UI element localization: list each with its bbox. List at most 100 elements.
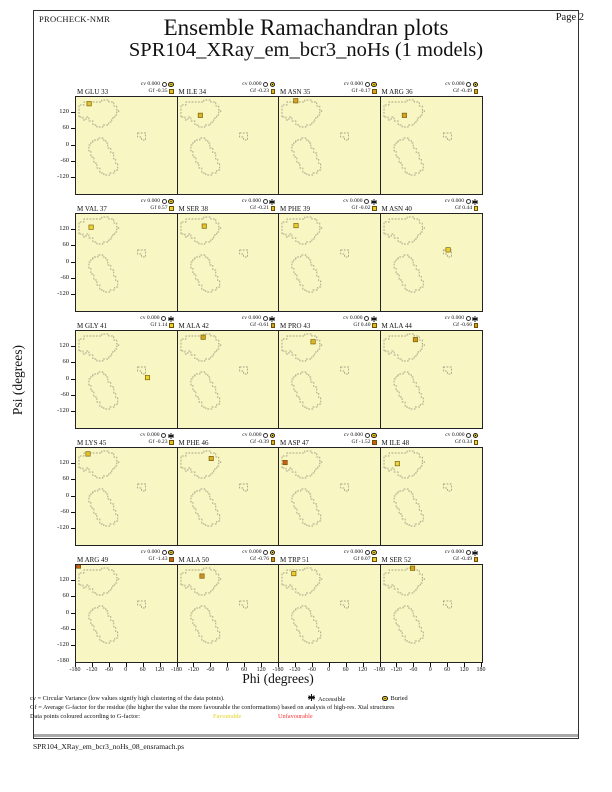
allowed-region-outline bbox=[137, 483, 147, 492]
x-tick-label: -60 bbox=[307, 667, 316, 673]
residue-label: M ASN 35 bbox=[280, 88, 311, 96]
y-tick-label: 0 bbox=[65, 491, 69, 499]
plot-stats: cv 0.000 Gf 0.34 bbox=[445, 432, 478, 446]
y-tick-label: 120 bbox=[59, 108, 69, 116]
allowed-region-outline bbox=[291, 605, 322, 644]
buried-icon bbox=[371, 432, 377, 439]
y-tick-mark bbox=[71, 362, 75, 364]
y-tick-label: -180 bbox=[57, 657, 69, 664]
gf-value: Gf -0.35 bbox=[148, 88, 168, 94]
x-tick-mark bbox=[311, 663, 313, 667]
x-tick-label: -60 bbox=[206, 667, 215, 673]
ps-filename: SPR104_XRay_em_bcr3_noHs_08_ensramach.ps bbox=[33, 742, 185, 751]
accessible-icon bbox=[269, 198, 275, 205]
allowed-region-outline bbox=[340, 483, 350, 492]
x-tick-mark bbox=[481, 663, 482, 667]
point-color-swatch bbox=[270, 557, 275, 562]
model-circle-icon bbox=[161, 82, 167, 87]
plot-stats: cv 0.000 Gf 0.44 bbox=[445, 198, 478, 212]
allowed-region-outline bbox=[281, 450, 323, 479]
y-tick-mark bbox=[71, 527, 75, 529]
plot-header-cell: M ALA 44 cv 0.000 Gf -0.66 bbox=[380, 315, 482, 330]
point-color-swatch bbox=[372, 557, 377, 562]
x-tick-label: 0 bbox=[225, 667, 229, 673]
data-point bbox=[401, 112, 407, 118]
page-subtitle: SPR104_XRay_em_bcr3_noHs (1 models) bbox=[128, 39, 484, 61]
point-color-swatch bbox=[372, 206, 377, 211]
cv-value: cv 0.000 bbox=[241, 198, 261, 204]
allowed-region-outline bbox=[137, 132, 147, 141]
residue-label: M ASP 47 bbox=[280, 439, 309, 447]
allowed-region-outline bbox=[281, 567, 323, 596]
allowed-region-outline bbox=[137, 600, 147, 609]
plot-row bbox=[75, 564, 483, 663]
plot-header-cell: M LYS 45 cv 0.000 Gf -0.23 bbox=[75, 432, 177, 447]
data-point bbox=[445, 247, 451, 253]
model-circle-icon bbox=[262, 316, 268, 321]
y-tick-mark bbox=[71, 628, 75, 630]
plot-stats: cv 0.000 Gf -0.21 bbox=[242, 198, 275, 212]
y-tick-label: -120 bbox=[57, 406, 69, 414]
plot-header-cell: M GLU 33 cv 0.000 Gf -0.35 bbox=[75, 81, 177, 96]
model-circle-icon bbox=[364, 550, 370, 555]
ramachandran-plot bbox=[381, 565, 483, 662]
y-tick-mark bbox=[71, 612, 75, 614]
residue-label: M ALA 44 bbox=[381, 322, 412, 330]
plot-stats: cv 0.000 Gf -0.49 bbox=[445, 549, 478, 563]
x-tick-label: 180 bbox=[476, 667, 486, 673]
residue-label: M SER 38 bbox=[178, 205, 209, 213]
plot-header-cell: M GLY 41 cv 0.000 Gf 1.14 bbox=[75, 315, 177, 330]
accessible-icon bbox=[472, 315, 478, 322]
model-circle-icon bbox=[161, 199, 167, 204]
cv-value: cv 0.000 bbox=[444, 315, 464, 321]
y-tick-label: 60 bbox=[62, 358, 70, 366]
plot-stats: cv 0.000 Gf 0.07 bbox=[344, 549, 377, 563]
plot-header-cell: M ILE 48 cv 0.000 Gf 0.34 bbox=[380, 432, 482, 447]
y-tick-mark bbox=[71, 394, 75, 396]
y-tick-label: -60 bbox=[60, 390, 69, 398]
x-tick-label: 60 bbox=[342, 667, 349, 673]
x-tick-mark bbox=[430, 663, 432, 667]
x-tick-mark bbox=[396, 663, 398, 667]
plot-header-cell: M SER 38 cv 0.000 Gf -0.21 bbox=[177, 198, 279, 213]
x-tick-mark bbox=[159, 663, 161, 667]
accessible-icon bbox=[370, 315, 377, 322]
y-tick-label: 60 bbox=[62, 475, 70, 483]
allowed-region-outline bbox=[88, 488, 119, 527]
gf-value: Gf -0.66 bbox=[453, 322, 472, 328]
y-tick-mark bbox=[71, 346, 75, 348]
ramachandran-plot bbox=[76, 331, 178, 428]
allowed-region-outline bbox=[393, 137, 424, 176]
cv-value: cv 0.000 bbox=[140, 81, 160, 87]
cv-value: cv 0.000 bbox=[444, 198, 464, 204]
gf-value: Gf -1.52 bbox=[351, 439, 371, 445]
point-color-swatch bbox=[169, 206, 174, 211]
legend-buried: Buried bbox=[382, 694, 408, 703]
point-color-swatch bbox=[372, 323, 377, 328]
plot-header-cell: M PRO 43 cv 0.000 Gf 0.40 bbox=[278, 315, 380, 330]
residue-label: M ILE 48 bbox=[381, 439, 410, 447]
cv-value: cv 0.000 bbox=[242, 549, 262, 555]
x-tick-mark bbox=[75, 663, 76, 667]
x-tick-label: 60 bbox=[139, 667, 146, 673]
model-circle-icon bbox=[161, 550, 167, 555]
allowed-region-outline bbox=[281, 216, 323, 245]
plot-stats: cv 0.000 Gf -0.76 bbox=[242, 549, 275, 563]
x-tick-label: -180 bbox=[69, 667, 81, 673]
buried-circle-icon bbox=[382, 695, 388, 702]
legend-cv-line: cv = Circular Variance (low values signi… bbox=[30, 695, 225, 702]
plot-header-cell: M ILE 34 cv 0.000 Gf -0.23 bbox=[177, 81, 279, 96]
y-tick-mark bbox=[71, 261, 75, 263]
allowed-region-outline bbox=[238, 132, 248, 141]
y-tick-label: 120 bbox=[59, 342, 69, 350]
allowed-region-outline bbox=[190, 371, 220, 410]
residue-label: M GLU 33 bbox=[77, 88, 109, 96]
plot-header-cell: M ASN 35 cv 0.000 Gf -0.17 bbox=[278, 81, 380, 96]
plot-header-cell: M PHE 39 cv 0.000 Gf -0.02 bbox=[278, 198, 380, 213]
gf-value: Gf 0.34 bbox=[454, 439, 472, 445]
y-tick-label: -120 bbox=[57, 289, 69, 297]
allowed-region-outline bbox=[78, 450, 120, 479]
y-tick-mark bbox=[71, 144, 75, 146]
residue-label: M GLY 41 bbox=[77, 322, 108, 330]
allowed-region-outline bbox=[340, 249, 350, 258]
